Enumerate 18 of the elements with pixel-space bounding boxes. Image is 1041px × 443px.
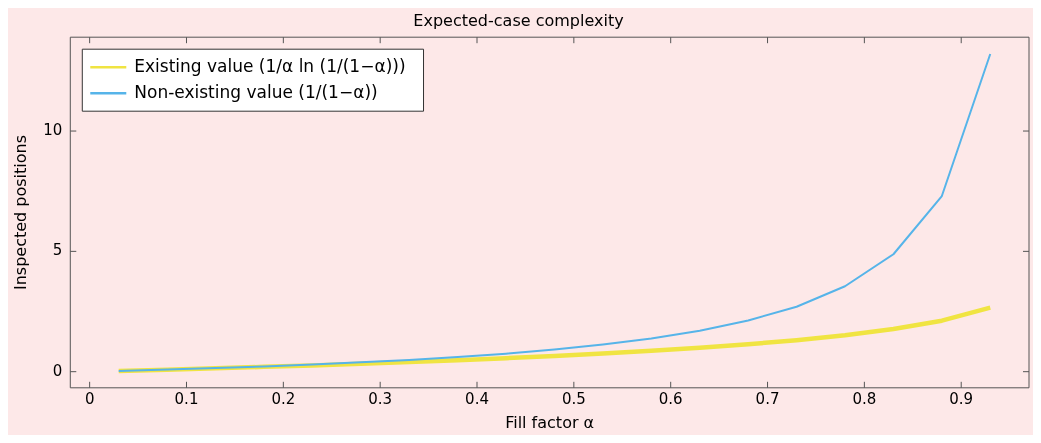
legend-label: Existing value (1/α ln (1/(1−α))) <box>134 55 406 76</box>
x-tick-label: 0 <box>84 389 95 408</box>
y-tick-label: 5 <box>52 241 63 260</box>
chart-title: Expected-case complexity <box>413 10 624 30</box>
x-tick-label: 0.7 <box>755 389 780 408</box>
x-tick-label: 0.2 <box>271 389 296 408</box>
x-tick-label: 0.9 <box>949 389 974 408</box>
y-axis-title: Inspected positions <box>10 134 30 291</box>
x-tick-label: 0.8 <box>852 389 877 408</box>
x-axis-title: Fill factor α <box>505 412 595 432</box>
x-tick-label: 0.6 <box>658 389 683 408</box>
x-tick-label: 0.1 <box>174 389 199 408</box>
y-tick-label: 10 <box>43 120 63 139</box>
x-tick-label: 0.4 <box>465 389 489 408</box>
x-tick-label: 0.5 <box>561 389 586 408</box>
x-tick-label: 0.3 <box>368 389 393 408</box>
legend-label: Non-existing value (1/(1−α)) <box>134 81 378 102</box>
y-tick-label: 0 <box>52 361 63 380</box>
